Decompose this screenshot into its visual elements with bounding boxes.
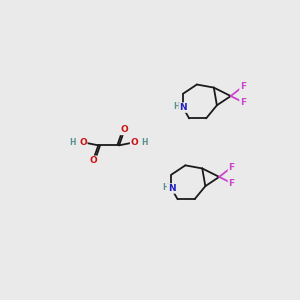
Text: H: H xyxy=(141,138,148,147)
Text: N: N xyxy=(168,184,175,193)
Text: F: F xyxy=(240,98,246,107)
Text: O: O xyxy=(130,138,138,147)
Text: O: O xyxy=(121,125,128,134)
Text: N: N xyxy=(179,103,187,112)
Text: O: O xyxy=(79,138,87,147)
Text: F: F xyxy=(229,178,235,188)
Text: F: F xyxy=(229,163,235,172)
Text: H: H xyxy=(162,183,169,192)
Text: H: H xyxy=(174,102,180,111)
Text: F: F xyxy=(240,82,246,91)
Text: O: O xyxy=(89,156,97,165)
Text: H: H xyxy=(70,138,76,147)
